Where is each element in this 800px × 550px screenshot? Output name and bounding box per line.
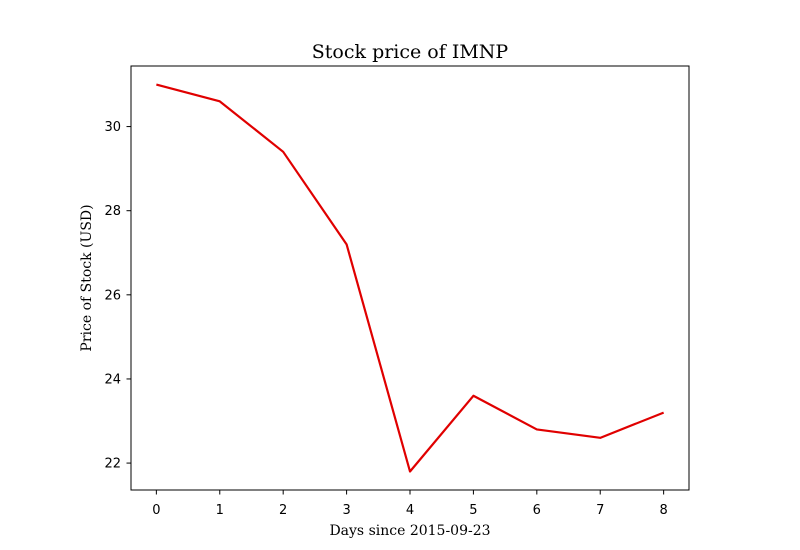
x-tick-label: 2 [279, 503, 287, 518]
series-line-0 [156, 83, 665, 473]
x-tick-label: 8 [659, 503, 667, 518]
plot-area [156, 83, 665, 473]
y-tick-label: 26 [104, 288, 121, 303]
x-axis-label: Days since 2015-09-23 [329, 523, 490, 539]
x-tick-label: 1 [216, 503, 224, 518]
axes-frame [130, 65, 690, 491]
x-tick-label: 4 [406, 503, 414, 518]
y-tick-label: 28 [104, 204, 121, 219]
x-tick-label: 0 [152, 503, 160, 518]
chart-title: Stock price of IMNP [312, 41, 509, 63]
y-axis-label: Price of Stock (USD) [79, 204, 95, 351]
y-tick-label: 30 [104, 120, 121, 135]
y-tick-label: 22 [104, 457, 121, 472]
x-axis-ticks: 0 1 2 3 4 5 6 7 8 [152, 490, 668, 518]
x-tick-label: 5 [469, 503, 477, 518]
y-tick-label: 24 [104, 372, 121, 387]
x-tick-label: 6 [533, 503, 541, 518]
x-tick-label: 7 [596, 503, 604, 518]
y-axis-ticks: 22 24 26 28 30 [104, 120, 131, 472]
x-tick-label: 3 [342, 503, 350, 518]
